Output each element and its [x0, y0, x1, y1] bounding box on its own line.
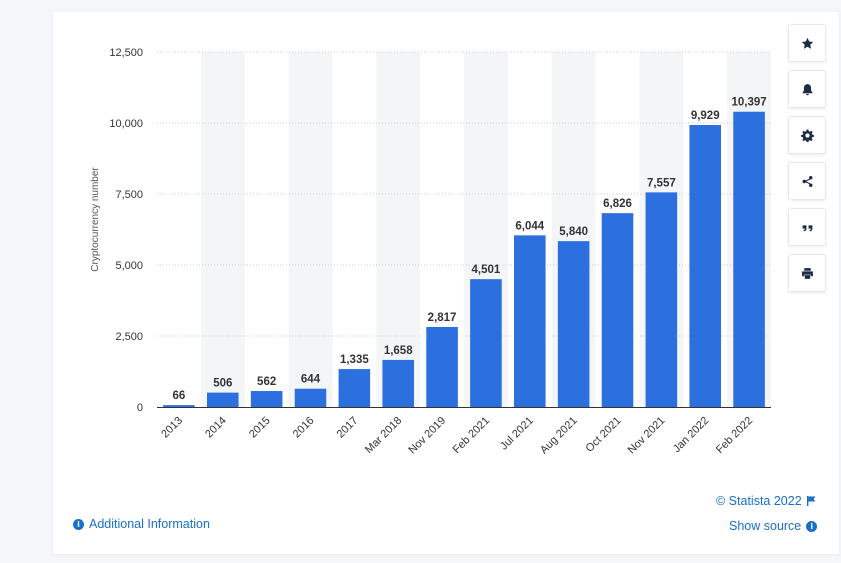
bar	[470, 279, 502, 407]
show-source-label: Show source	[729, 519, 802, 533]
toolbar	[788, 24, 826, 300]
bar	[163, 405, 195, 407]
share-icon	[802, 175, 812, 187]
x-tick-label: 2015	[247, 415, 273, 441]
data-label: 66	[173, 390, 186, 402]
bar	[206, 392, 239, 407]
additional-information-label: Additional Information	[89, 517, 210, 531]
bar	[689, 125, 722, 407]
x-tick-label: Oct 2021	[584, 415, 624, 455]
cite-button[interactable]	[788, 208, 826, 246]
x-tick-label: Jul 2021	[498, 415, 536, 453]
data-label: 644	[301, 374, 321, 386]
bar	[557, 241, 590, 407]
x-tick-label: Aug 2021	[538, 415, 580, 457]
data-label: 5,840	[559, 226, 588, 238]
star-icon	[801, 37, 813, 49]
x-tick-label: Feb 2021	[451, 415, 492, 456]
y-tick-label: 5,000	[115, 260, 143, 272]
print-button[interactable]	[788, 254, 826, 292]
y-tick-label: 7,500	[115, 189, 143, 201]
copyright-label: © Statista 2022	[716, 494, 802, 508]
bar	[513, 235, 546, 407]
additional-information-link[interactable]: i Additional Information	[73, 517, 210, 531]
data-label: 7,557	[647, 177, 676, 189]
y-tick-label: 2,500	[115, 331, 143, 343]
notification-button[interactable]	[788, 70, 826, 108]
bell-icon	[802, 83, 812, 95]
data-label: 2,817	[428, 312, 457, 324]
info-icon: i	[73, 518, 84, 530]
flag-icon	[806, 496, 816, 506]
bar	[382, 359, 415, 407]
bar	[250, 391, 283, 407]
print-icon	[801, 267, 813, 279]
share-button[interactable]	[788, 162, 826, 200]
data-label: 562	[257, 376, 276, 388]
data-label: 6,044	[515, 220, 544, 232]
x-tick-label: Mar 2018	[363, 415, 404, 456]
x-tick-label: Nov 2019	[406, 415, 448, 457]
bar-chart: 0 2,500 5,000 7,500 10,000 12,500 Cryptocurren…	[90, 47, 771, 457]
bar	[645, 192, 678, 407]
x-tick-label: Feb 2022	[714, 415, 755, 456]
y-tick-label: 10,000	[109, 118, 143, 130]
favorite-button[interactable]	[788, 24, 826, 62]
bar	[601, 213, 634, 407]
quote-icon	[802, 224, 812, 231]
chart-card: 0 2,500 5,000 7,500 10,000 12,500 Cryptocurren…	[53, 12, 839, 554]
settings-button[interactable]	[788, 116, 826, 154]
bar	[294, 388, 327, 407]
x-tick-label: 2013	[159, 415, 185, 441]
x-tick-label: Nov 2021	[626, 415, 668, 457]
y-tick-label: 0	[137, 402, 143, 414]
copyright: © Statista 2022	[716, 494, 816, 508]
gear-icon	[800, 129, 814, 142]
bar	[338, 369, 371, 407]
background-band	[200, 52, 245, 407]
x-tick-label: 2017	[335, 415, 361, 441]
x-tick-label: 2016	[291, 415, 317, 441]
x-tick-label: Jan 2022	[671, 415, 711, 455]
data-label: 1,335	[340, 354, 369, 366]
data-label: 1,658	[384, 345, 413, 357]
info-icon: i	[806, 520, 818, 532]
show-source-link[interactable]: Show source i	[729, 519, 818, 533]
data-label: 4,501	[472, 264, 501, 276]
data-label: 6,826	[603, 198, 632, 210]
y-tick-label: 12,500	[109, 47, 143, 59]
background-band	[376, 52, 421, 407]
data-label: 9,929	[691, 110, 720, 122]
x-tick-label: 2014	[203, 415, 229, 441]
data-label: 10,397	[731, 97, 766, 109]
bar	[733, 111, 765, 408]
y-axis-title: Cryptocurrency number	[90, 167, 101, 272]
bar	[426, 326, 458, 407]
data-label: 506	[213, 378, 232, 390]
background-band	[288, 52, 333, 407]
